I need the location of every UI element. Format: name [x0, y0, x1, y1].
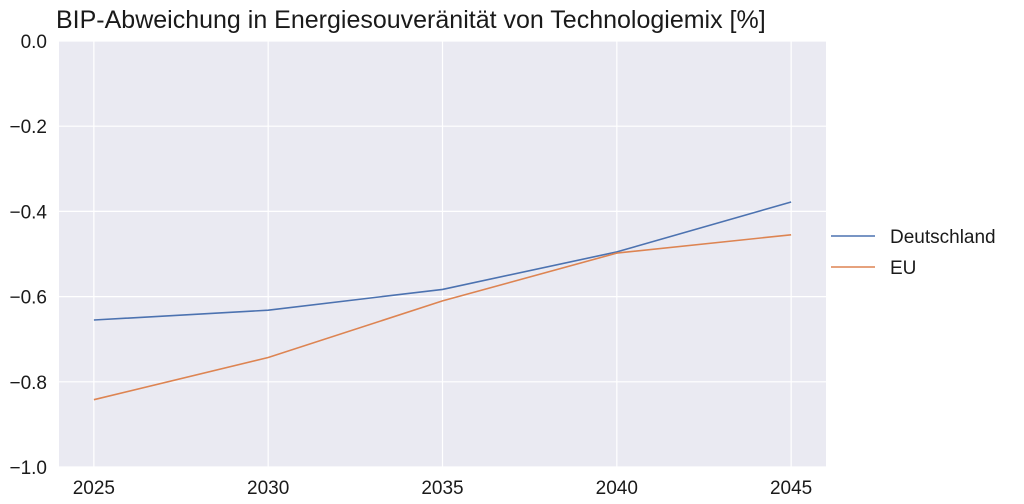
y-axis: 0.0 −0.2 −0.4 −0.6 −0.8 −1.0: [9, 32, 47, 479]
y-tick-label: −0.8: [9, 373, 47, 394]
y-tick-label: −0.6: [9, 288, 47, 309]
y-tick-label: −1.0: [9, 458, 47, 479]
x-axis: 2025 2030 2035 2040 2045: [73, 478, 813, 499]
x-tick-label: 2045: [770, 478, 812, 499]
x-tick-label: 2030: [247, 478, 289, 499]
legend-label: Deutschland: [890, 227, 996, 248]
y-tick-label: −0.2: [9, 117, 47, 138]
legend: Deutschland EU: [831, 227, 996, 279]
legend-label: EU: [890, 258, 916, 279]
series-line-deutschland: [93, 201, 792, 321]
x-tick-label: 2035: [421, 478, 463, 499]
x-tick-label: 2040: [596, 478, 638, 499]
series-line-eu: [93, 234, 792, 401]
y-tick-label: −0.4: [9, 202, 47, 223]
series-lines: [93, 201, 792, 401]
x-tick-label: 2025: [73, 478, 115, 499]
chart-title: BIP-Abweichung in Energiesouveränität vo…: [56, 6, 766, 34]
y-tick-label: 0.0: [21, 32, 47, 53]
grid: [59, 40, 826, 468]
